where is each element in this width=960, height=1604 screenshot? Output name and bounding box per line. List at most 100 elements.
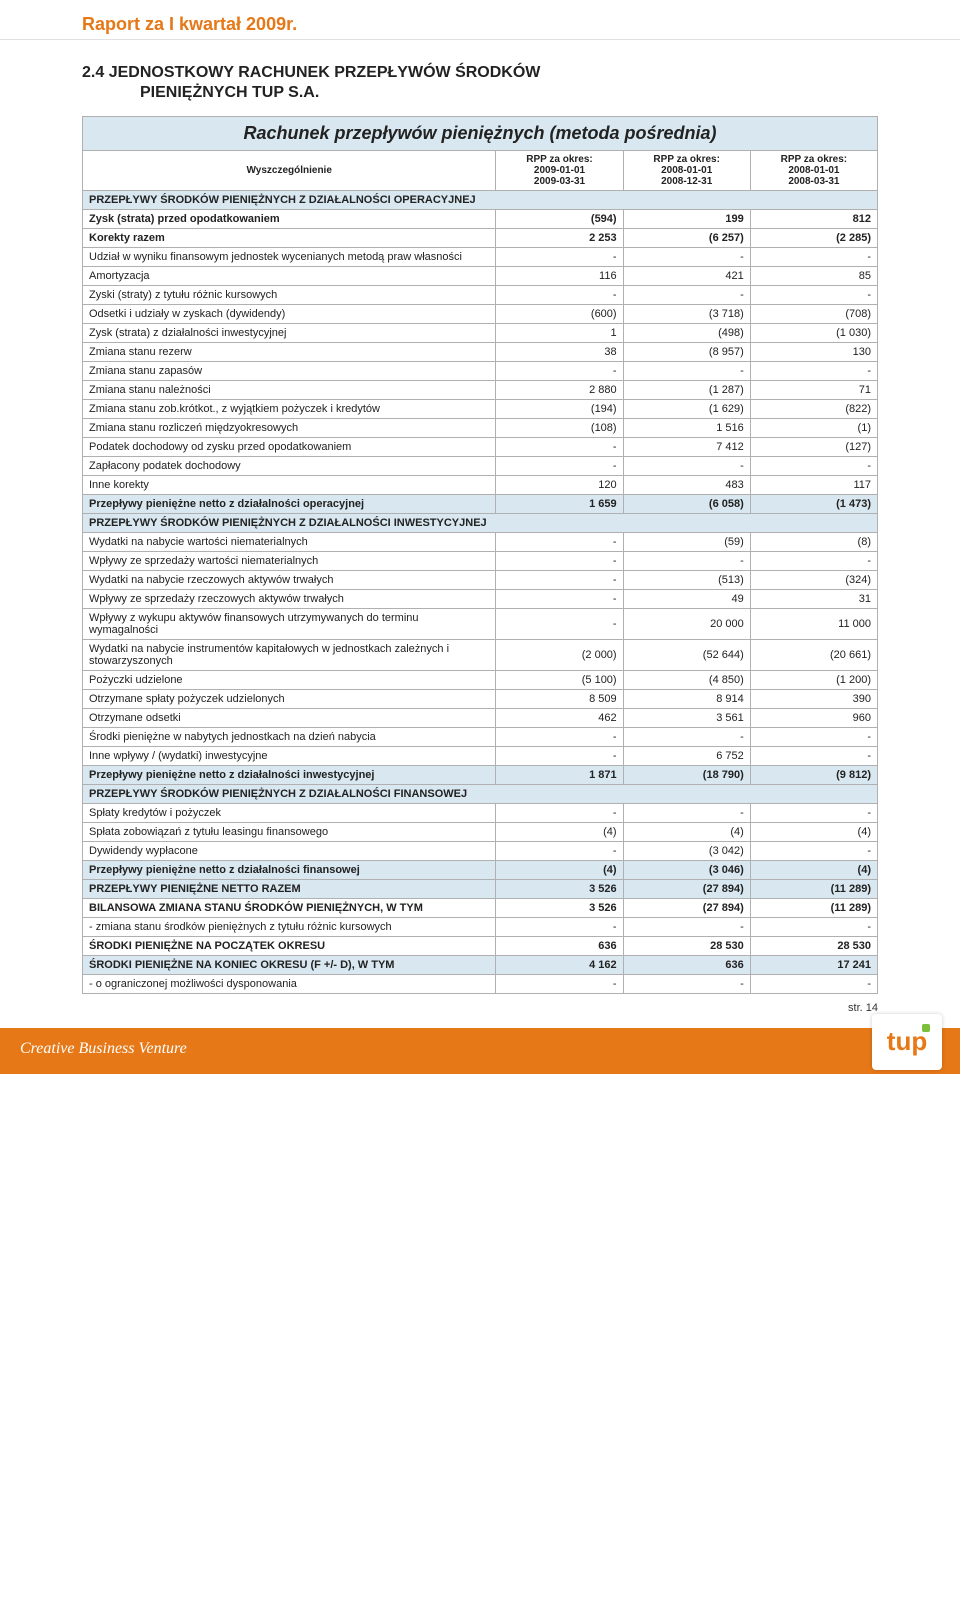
table-row: ŚRODKI PIENIĘŻNE NA KONIEC OKRESU (F +/-…	[83, 956, 878, 975]
row-label: Wydatki na nabycie rzeczowych aktywów tr…	[83, 571, 496, 590]
row-value: 8 509	[496, 690, 623, 709]
row-label: Zmiana stanu rozliczeń międzyokresowych	[83, 419, 496, 438]
row-value: -	[496, 590, 623, 609]
row-value: 960	[750, 709, 877, 728]
row-label: Zapłacony podatek dochodowy	[83, 457, 496, 476]
row-value: 3 526	[496, 880, 623, 899]
row-value: (27 894)	[623, 899, 750, 918]
row-value: -	[750, 248, 877, 267]
col3-a: 2008-01-01	[757, 165, 871, 176]
row-label: ŚRODKI PIENIĘŻNE NA POCZĄTEK OKRESU	[83, 937, 496, 956]
row-value: (822)	[750, 400, 877, 419]
row-value: 390	[750, 690, 877, 709]
row-value: 28 530	[750, 937, 877, 956]
row-value: (2 285)	[750, 229, 877, 248]
col2-b: 2008-12-31	[630, 176, 744, 187]
row-value: 120	[496, 476, 623, 495]
row-value: -	[623, 248, 750, 267]
row-label: Otrzymane odsetki	[83, 709, 496, 728]
row-label: Zysk (strata) z działalności inwestycyjn…	[83, 324, 496, 343]
row-label: Przepływy pieniężne netto z działalności…	[83, 495, 496, 514]
section-financing-label: PRZEPŁYWY ŚRODKÓW PIENIĘŻNYCH Z DZIAŁALN…	[83, 785, 878, 804]
row-label: - zmiana stanu środków pieniężnych z tyt…	[83, 918, 496, 937]
row-value: -	[496, 457, 623, 476]
row-value: -	[750, 457, 877, 476]
table-row: Zysk (strata) przed opodatkowaniem(594)1…	[83, 210, 878, 229]
col1-a: 2009-01-01	[502, 165, 616, 176]
row-value: -	[750, 842, 877, 861]
row-value: (600)	[496, 305, 623, 324]
section-heading-line2: PIENIĘŻNYCH TUP S.A.	[0, 82, 960, 116]
row-value: (108)	[496, 419, 623, 438]
row-value: -	[623, 975, 750, 994]
table-row: Zmiana stanu zapasów---	[83, 362, 878, 381]
row-value: -	[623, 286, 750, 305]
table-row: Otrzymane odsetki4623 561960	[83, 709, 878, 728]
table-row: Zmiana stanu rozliczeń międzyokresowych(…	[83, 419, 878, 438]
row-value: (324)	[750, 571, 877, 590]
table-row: Zysk (strata) z działalności inwestycyjn…	[83, 324, 878, 343]
row-label: Odsetki i udziały w zyskach (dywidendy)	[83, 305, 496, 324]
row-label: Zysk (strata) przed opodatkowaniem	[83, 210, 496, 229]
table-row: Wydatki na nabycie wartości niematerialn…	[83, 533, 878, 552]
row-value: (708)	[750, 305, 877, 324]
row-value: (4)	[750, 861, 877, 880]
row-value: -	[496, 918, 623, 937]
table-header-row: Wyszczególnienie RPP za okres: 2009-01-0…	[83, 151, 878, 191]
table-row: Inne wpływy / (wydatki) inwestycyjne-6 7…	[83, 747, 878, 766]
row-value: -	[496, 609, 623, 640]
row-value: (3 042)	[623, 842, 750, 861]
row-value: 7 412	[623, 438, 750, 457]
row-value: -	[623, 552, 750, 571]
row-value: 2 880	[496, 381, 623, 400]
table-row: Wydatki na nabycie rzeczowych aktywów tr…	[83, 571, 878, 590]
row-value: (8)	[750, 533, 877, 552]
row-value: 49	[623, 590, 750, 609]
table-row: Zmiana stanu rezerw38(8 957)130	[83, 343, 878, 362]
row-value: (11 289)	[750, 899, 877, 918]
row-value: (3 046)	[623, 861, 750, 880]
cashflow-table: Rachunek przepływów pieniężnych (metoda …	[82, 116, 878, 994]
row-label: Zmiana stanu zapasów	[83, 362, 496, 381]
row-value: (127)	[750, 438, 877, 457]
row-label: Udział w wyniku finansowym jednostek wyc…	[83, 248, 496, 267]
row-value: 28 530	[623, 937, 750, 956]
col2-a: 2008-01-01	[630, 165, 744, 176]
row-value: -	[623, 362, 750, 381]
row-label: Amortyzacja	[83, 267, 496, 286]
row-value: (1 629)	[623, 400, 750, 419]
logo-text: tup	[872, 1014, 942, 1057]
page-number: str. 14	[848, 1002, 878, 1014]
row-value: -	[750, 975, 877, 994]
row-value: -	[623, 728, 750, 747]
section-investing-label: PRZEPŁYWY ŚRODKÓW PIENIĘŻNYCH Z DZIAŁALN…	[83, 514, 878, 533]
row-label: Przepływy pieniężne netto z działalności…	[83, 766, 496, 785]
row-value: 130	[750, 343, 877, 362]
row-value: (498)	[623, 324, 750, 343]
row-label: BILANSOWA ZMIANA STANU ŚRODKÓW PIENIĘŻNY…	[83, 899, 496, 918]
table-title-row: Rachunek przepływów pieniężnych (metoda …	[83, 117, 878, 151]
table-row: Spłaty kredytów i pożyczek---	[83, 804, 878, 823]
row-label: Pożyczki udzielone	[83, 671, 496, 690]
logo-dot-icon	[922, 1024, 930, 1032]
row-value: -	[496, 362, 623, 381]
row-value: 3 561	[623, 709, 750, 728]
row-value: 1	[496, 324, 623, 343]
row-value: -	[750, 362, 877, 381]
section-operating: PRZEPŁYWY ŚRODKÓW PIENIĘŻNYCH Z DZIAŁALN…	[83, 191, 878, 210]
col3-b: 2008-03-31	[757, 176, 871, 187]
table-row: Wpływy z wykupu aktywów finansowych utrz…	[83, 609, 878, 640]
row-value: 483	[623, 476, 750, 495]
row-label: PRZEPŁYWY PIENIĘŻNE NETTO RAZEM	[83, 880, 496, 899]
row-label: Przepływy pieniężne netto z działalności…	[83, 861, 496, 880]
table-row: PRZEPŁYWY PIENIĘŻNE NETTO RAZEM3 526(27 …	[83, 880, 878, 899]
table-row: Przepływy pieniężne netto z działalności…	[83, 766, 878, 785]
row-value: 8 914	[623, 690, 750, 709]
row-value: (4)	[623, 823, 750, 842]
row-value: (6 257)	[623, 229, 750, 248]
row-value: (1 473)	[750, 495, 877, 514]
row-value: 31	[750, 590, 877, 609]
row-value: (513)	[623, 571, 750, 590]
row-label: Korekty razem	[83, 229, 496, 248]
row-value: (5 100)	[496, 671, 623, 690]
